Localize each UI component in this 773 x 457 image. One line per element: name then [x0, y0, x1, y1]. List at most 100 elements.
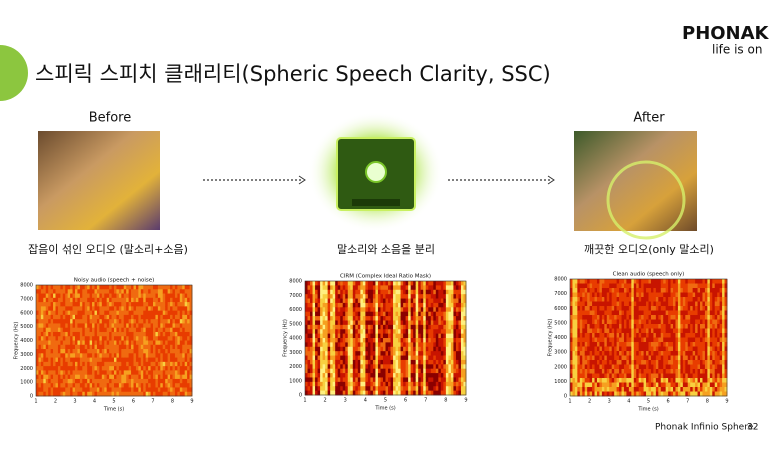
spectrogram-cell	[307, 355, 311, 361]
spectrogram-cell	[463, 386, 467, 392]
spectrogram-cell	[79, 302, 83, 307]
spectrogram-cell	[623, 360, 627, 365]
spectrogram-cell	[574, 297, 578, 302]
spectrogram-cell	[131, 293, 134, 299]
spectrogram-cell	[155, 319, 159, 324]
spectrogram-cell	[648, 310, 652, 316]
spectrogram-cell	[682, 364, 686, 370]
spectrogram-cell	[636, 283, 640, 289]
spectrogram-cell	[77, 306, 81, 312]
spectrogram-cell	[587, 283, 591, 289]
spectrogram-cell	[616, 373, 620, 379]
spectrogram-cell	[717, 378, 721, 383]
spectrogram-cell	[702, 346, 706, 352]
spectrogram-cell	[631, 369, 635, 374]
spectrogram-cell	[330, 377, 334, 383]
spectrogram-cell	[572, 301, 576, 307]
spectrogram-cell	[109, 374, 112, 380]
spectrogram-cell	[45, 383, 49, 388]
spectrogram-cell	[84, 361, 88, 367]
spectrogram-cell	[700, 382, 703, 388]
spectrogram-cell	[179, 289, 183, 294]
spectrogram-cell	[670, 373, 674, 379]
spectrogram-cell	[717, 373, 721, 379]
spectrogram-cell	[655, 369, 659, 374]
spectrogram-cell	[692, 310, 696, 316]
spectrogram-cell	[75, 357, 78, 363]
spectrogram-cell	[184, 319, 188, 324]
spectrogram-cell	[633, 297, 637, 302]
spectrogram-cell	[380, 307, 384, 313]
spectrogram-cell	[658, 391, 662, 397]
spectrogram-cell	[621, 301, 625, 307]
spectrogram-cell	[148, 366, 151, 371]
spectrogram-cell	[84, 374, 88, 380]
spectrogram-cell	[335, 351, 339, 356]
spectrogram-cell	[165, 387, 169, 393]
spectrogram-cell	[445, 320, 449, 326]
spectrogram-cell	[165, 366, 169, 371]
spectrogram-cell	[582, 364, 586, 370]
spectrogram-cell	[48, 302, 52, 307]
spectrogram-cell	[133, 349, 137, 354]
spectrogram-cell	[405, 355, 409, 361]
spectrogram-cell	[582, 369, 586, 374]
spectrogram-cell	[167, 349, 171, 354]
spectrogram-cell	[165, 331, 169, 337]
spectrogram-cell	[310, 333, 313, 339]
spectrogram-cell	[155, 349, 159, 354]
spectrogram-cell	[393, 289, 396, 295]
spectrogram-cell	[673, 342, 676, 347]
spectrogram-cell	[577, 324, 581, 329]
spectrogram-cell	[96, 331, 100, 337]
spectrogram-cell	[138, 302, 142, 307]
spectrogram-cell	[609, 360, 613, 365]
spectrogram-cell	[72, 306, 76, 312]
spectrogram-cell	[695, 382, 698, 388]
spectrogram-cell	[702, 288, 706, 293]
spectrogram-cell	[388, 333, 391, 339]
spectrogram-cell	[148, 327, 151, 333]
spectrogram-cell	[133, 366, 137, 371]
spectrogram-cell	[646, 382, 649, 388]
spectrogram-cell	[36, 349, 39, 354]
spectrogram-cell	[460, 364, 464, 370]
spectrogram-cell	[89, 314, 93, 320]
spectrogram-cell	[38, 383, 42, 388]
spectrogram-cell	[633, 360, 637, 365]
spectrogram-cell	[38, 293, 42, 299]
spectrogram-cell	[435, 346, 439, 352]
spectrogram-cell	[425, 386, 429, 392]
spectrogram-cell	[692, 337, 696, 343]
spectrogram-cell	[574, 355, 578, 361]
spectrogram-cell	[332, 377, 336, 383]
spectrogram-cell	[89, 353, 93, 358]
spectrogram-cell	[443, 381, 447, 387]
spectrogram-cell	[700, 337, 703, 343]
spectrogram-cell	[118, 349, 122, 354]
spectrogram-cell	[592, 342, 595, 347]
spectrogram-cell	[636, 346, 640, 352]
spectrogram-cell	[592, 279, 595, 284]
spectrogram-cell	[665, 387, 669, 392]
spectrogram-cell	[582, 373, 586, 379]
spectrogram-cell	[403, 324, 407, 330]
spectrogram-cell	[653, 279, 657, 284]
spectrogram-cell	[428, 298, 432, 304]
spectrogram-cell	[697, 387, 701, 392]
spectrogram-cell	[398, 281, 401, 286]
spectrogram-cell	[94, 336, 98, 341]
spectrogram-cell	[712, 279, 716, 284]
spectrogram-cell	[604, 387, 608, 392]
spectrogram-cell	[189, 387, 193, 393]
spectrogram-cell	[126, 310, 130, 316]
spectrogram-cell	[398, 285, 401, 291]
spectrogram-cell	[393, 281, 396, 286]
spectrogram-cell	[393, 302, 396, 308]
spectrogram-cell	[670, 360, 674, 365]
spectrogram-cell	[709, 378, 713, 383]
spectrogram-cell	[687, 333, 691, 338]
logo-brand: PHONAK	[682, 23, 770, 44]
spectrogram-cell	[643, 292, 647, 298]
spectrogram-cell	[403, 329, 407, 335]
